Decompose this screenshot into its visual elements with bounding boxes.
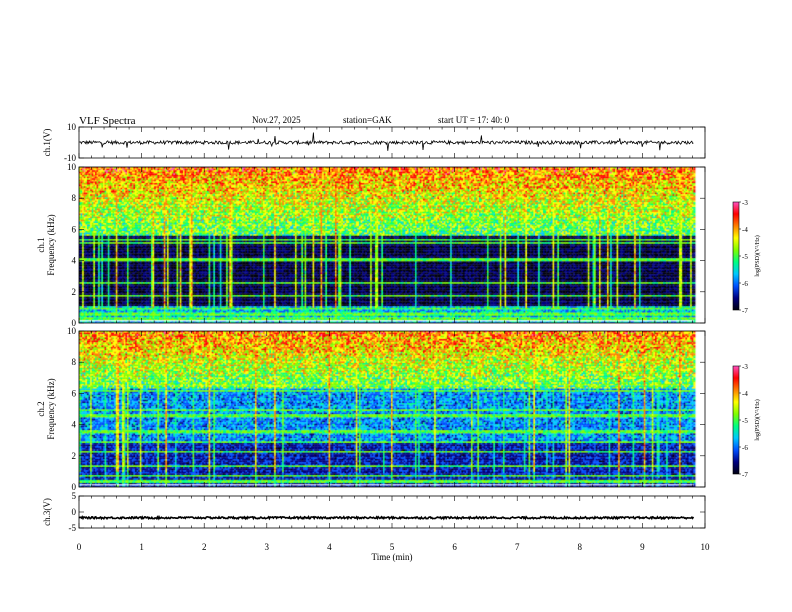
y-tick-label: 4 <box>72 256 77 266</box>
spectrogram-image-2 <box>79 331 705 487</box>
y-axis-label-text: ch.3(V) <box>42 498 52 526</box>
x-tick-label: 3 <box>265 542 270 552</box>
y-tick-label: 0 <box>72 482 77 492</box>
colorbar-label: log(PSD)(V²/Hz) <box>754 399 761 440</box>
y-axis-label-text: ch.2 <box>36 401 46 416</box>
station-label: station=GAK <box>343 115 392 125</box>
colorbar-tick-label: -4 <box>742 390 748 398</box>
y-axis-label: ch.1(V) <box>42 129 52 157</box>
y-tick-label: 6 <box>72 388 77 398</box>
y-tick-label: 6 <box>72 224 77 234</box>
waveform-trace-1 <box>79 132 694 151</box>
colorbar-tick-label: -6 <box>742 444 748 452</box>
colorbar-tick-label: -5 <box>742 417 748 425</box>
y-axis-label: ch.2 Frequency (kHz) <box>36 378 56 439</box>
x-tick-label: 0 <box>77 542 82 552</box>
x-axis-label: Time (min) <box>372 552 413 562</box>
y-tick-label: 10 <box>67 326 77 336</box>
colorbar-label: log(PSD)(V²/Hz) <box>754 235 761 276</box>
y-axis-label: ch.3(V) <box>42 498 52 526</box>
colorbar-tick-label: -5 <box>742 253 748 261</box>
y-tick-label: 0 <box>72 318 77 328</box>
y-axis-label-text: ch.1 <box>36 237 46 252</box>
y-tick-label: 10 <box>67 162 77 172</box>
y-tick-label: -10 <box>64 153 76 163</box>
x-tick-label: 9 <box>640 542 645 552</box>
colorbar-tick-label: -7 <box>742 307 748 315</box>
spectrogram-image-1 <box>79 167 705 323</box>
date-label: Nov.27, 2025 <box>252 115 301 125</box>
colorbar-2 <box>732 365 740 475</box>
x-tick-label: 8 <box>578 542 583 552</box>
colorbar-1 <box>732 201 740 311</box>
y-axis-label: ch.1 Frequency (kHz) <box>36 214 56 275</box>
colorbar-label-text: log(PSD)(V²/Hz) <box>754 399 761 440</box>
x-tick-label: 5 <box>390 542 395 552</box>
figure-title: VLF Spectra <box>79 115 136 127</box>
x-tick-label: 4 <box>327 542 332 552</box>
y-tick-label: 5 <box>72 491 77 501</box>
colorbar-tick-label: -4 <box>742 226 748 234</box>
colorbar-label-text: log(PSD)(V²/Hz) <box>754 235 761 276</box>
y-axis-label-text: Frequency (kHz) <box>46 378 56 439</box>
y-tick-label: 10 <box>67 122 77 132</box>
y-tick-label: -5 <box>69 523 77 533</box>
colorbar-tick-label: -3 <box>742 199 748 207</box>
y-tick-label: 8 <box>72 357 77 367</box>
y-tick-label: 8 <box>72 193 77 203</box>
y-tick-label: 2 <box>72 287 77 297</box>
y-axis-label-text: ch.1(V) <box>42 129 52 157</box>
x-tick-label: 6 <box>452 542 457 552</box>
x-tick-label: 2 <box>202 542 207 552</box>
waveform-trace-3 <box>78 514 695 521</box>
y-tick-label: 0 <box>72 507 77 517</box>
y-tick-label: 2 <box>72 451 77 461</box>
colorbar-tick-label: -3 <box>742 363 748 371</box>
start-time-label: start UT = 17: 40: 0 <box>438 115 510 125</box>
colorbar-tick-label: -6 <box>742 280 748 288</box>
x-tick-label: 7 <box>515 542 520 552</box>
y-tick-label: 4 <box>72 420 77 430</box>
x-tick-label: 1 <box>139 542 144 552</box>
colorbar-tick-label: -7 <box>742 471 748 479</box>
y-axis-label-text: Frequency (kHz) <box>46 214 56 275</box>
x-tick-label: 10 <box>701 542 711 552</box>
